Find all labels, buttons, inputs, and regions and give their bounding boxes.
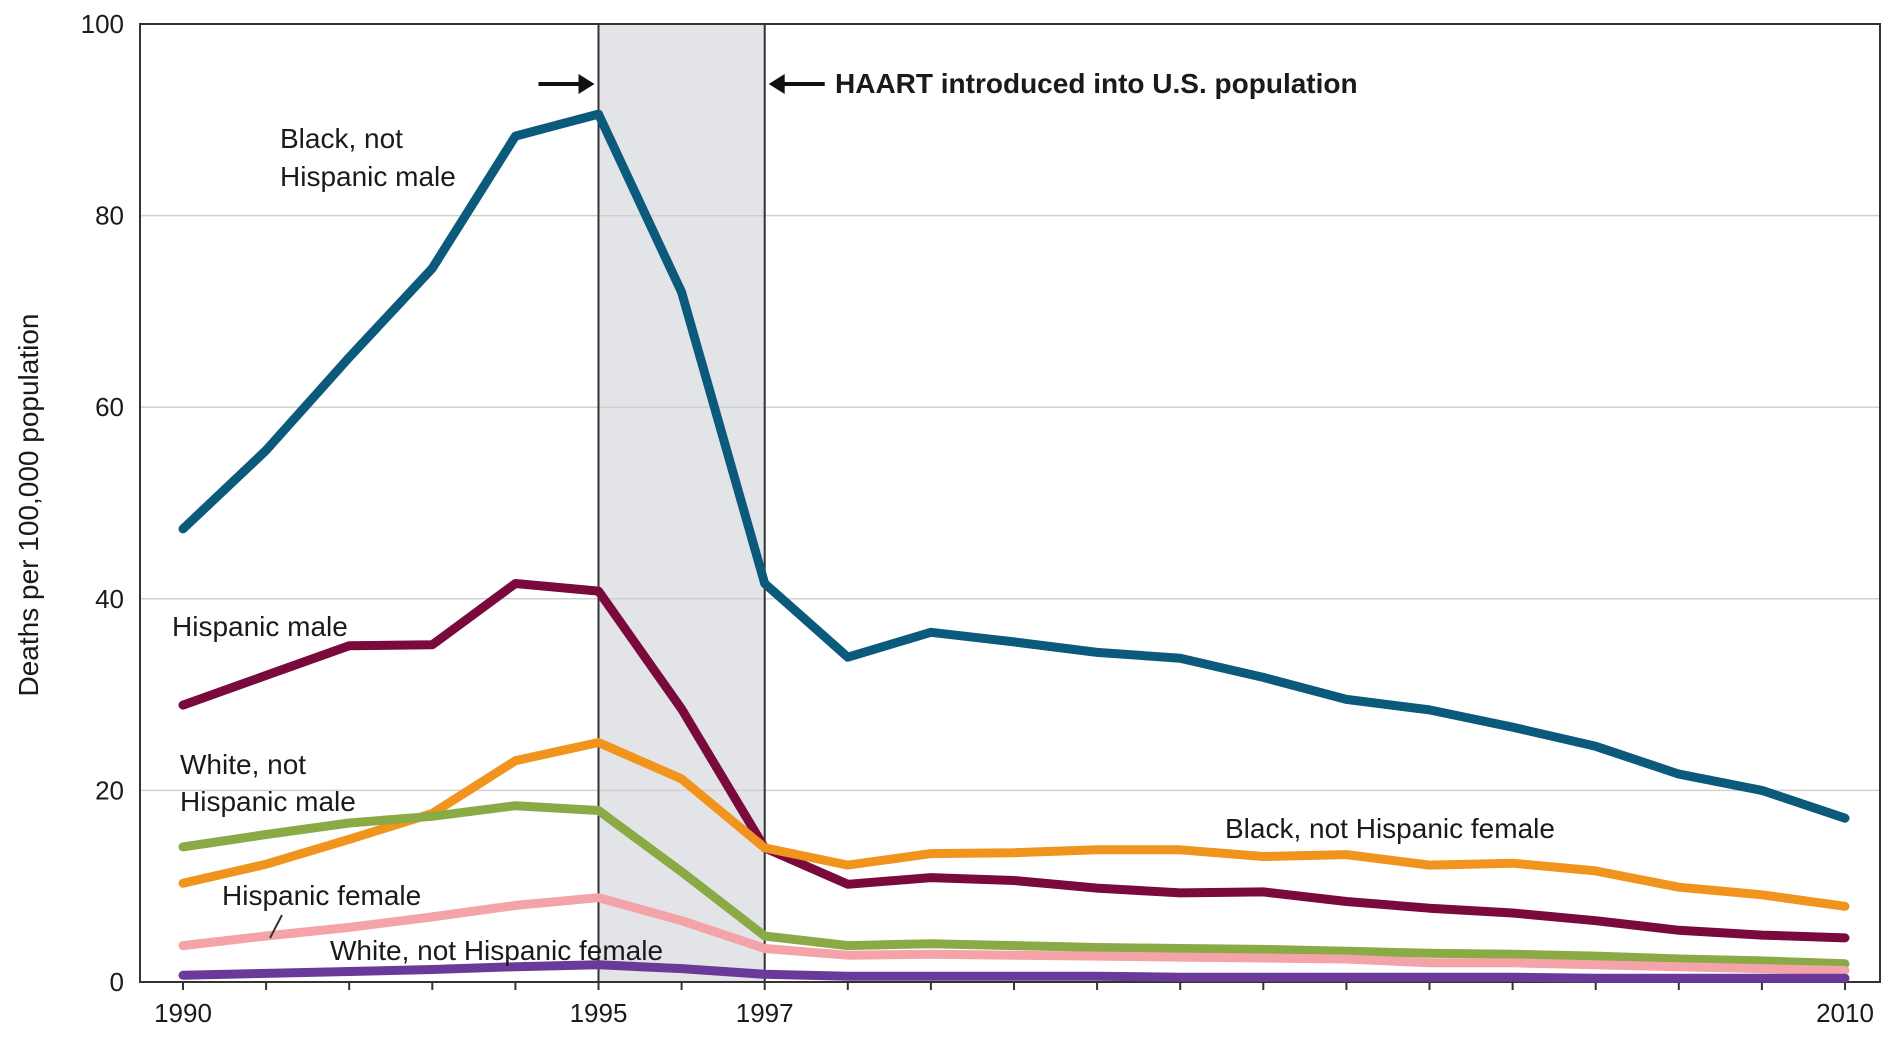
y-axis-title: Deaths per 100,000 population bbox=[13, 314, 44, 697]
series-label-0: Black, not bbox=[280, 123, 403, 154]
series-line-3 bbox=[178, 801, 1850, 969]
x-tick-label: 2010 bbox=[1816, 998, 1874, 1028]
series-lines-layer bbox=[178, 109, 1850, 983]
series-line-5 bbox=[178, 960, 1850, 983]
series-label-4: Hispanic female bbox=[222, 880, 421, 911]
series-label-5: White, not Hispanic female bbox=[330, 935, 663, 966]
gridlines-layer bbox=[140, 214, 1880, 792]
series-label-1: Hispanic male bbox=[172, 611, 348, 642]
y-tick-label: 80 bbox=[95, 201, 124, 231]
series-labels-layer: Black, not Hispanic male Hispanic male Blac… bbox=[172, 123, 1555, 966]
y-tick-label: 100 bbox=[81, 9, 124, 39]
right-arrow-icon bbox=[768, 74, 785, 94]
left-arrow-icon bbox=[578, 74, 595, 94]
series-line-2 bbox=[178, 738, 1850, 911]
y-tick-label: 20 bbox=[95, 775, 124, 805]
tick-labels-layer: 0 20 40 60 80 100 1990 1995 1997 2010 bbox=[81, 9, 1874, 1028]
series-label-3: White, not bbox=[180, 749, 306, 780]
y-tick-label: 0 bbox=[110, 967, 124, 997]
x-tick-label: 1995 bbox=[570, 998, 628, 1028]
x-tick-label: 1997 bbox=[736, 998, 794, 1028]
hispanic-female-leader bbox=[269, 914, 283, 939]
plot-frame-layer bbox=[139, 23, 1881, 990]
series-label-2: Black, not Hispanic female bbox=[1225, 813, 1555, 844]
series-label-3: Hispanic male bbox=[180, 786, 356, 817]
plot-frame bbox=[139, 23, 1881, 983]
haart-annotation-text: HAART introduced into U.S. population bbox=[835, 68, 1358, 99]
annotation-layer: HAART introduced into U.S. population bbox=[538, 68, 1358, 99]
series-label-0: Hispanic male bbox=[280, 161, 456, 192]
x-tick-label: 1990 bbox=[154, 998, 212, 1028]
series-line-0 bbox=[178, 109, 1850, 823]
series-line-1 bbox=[178, 579, 1850, 943]
series-line-4 bbox=[178, 893, 1850, 975]
y-tick-label: 40 bbox=[95, 584, 124, 614]
y-tick-label: 60 bbox=[95, 392, 124, 422]
